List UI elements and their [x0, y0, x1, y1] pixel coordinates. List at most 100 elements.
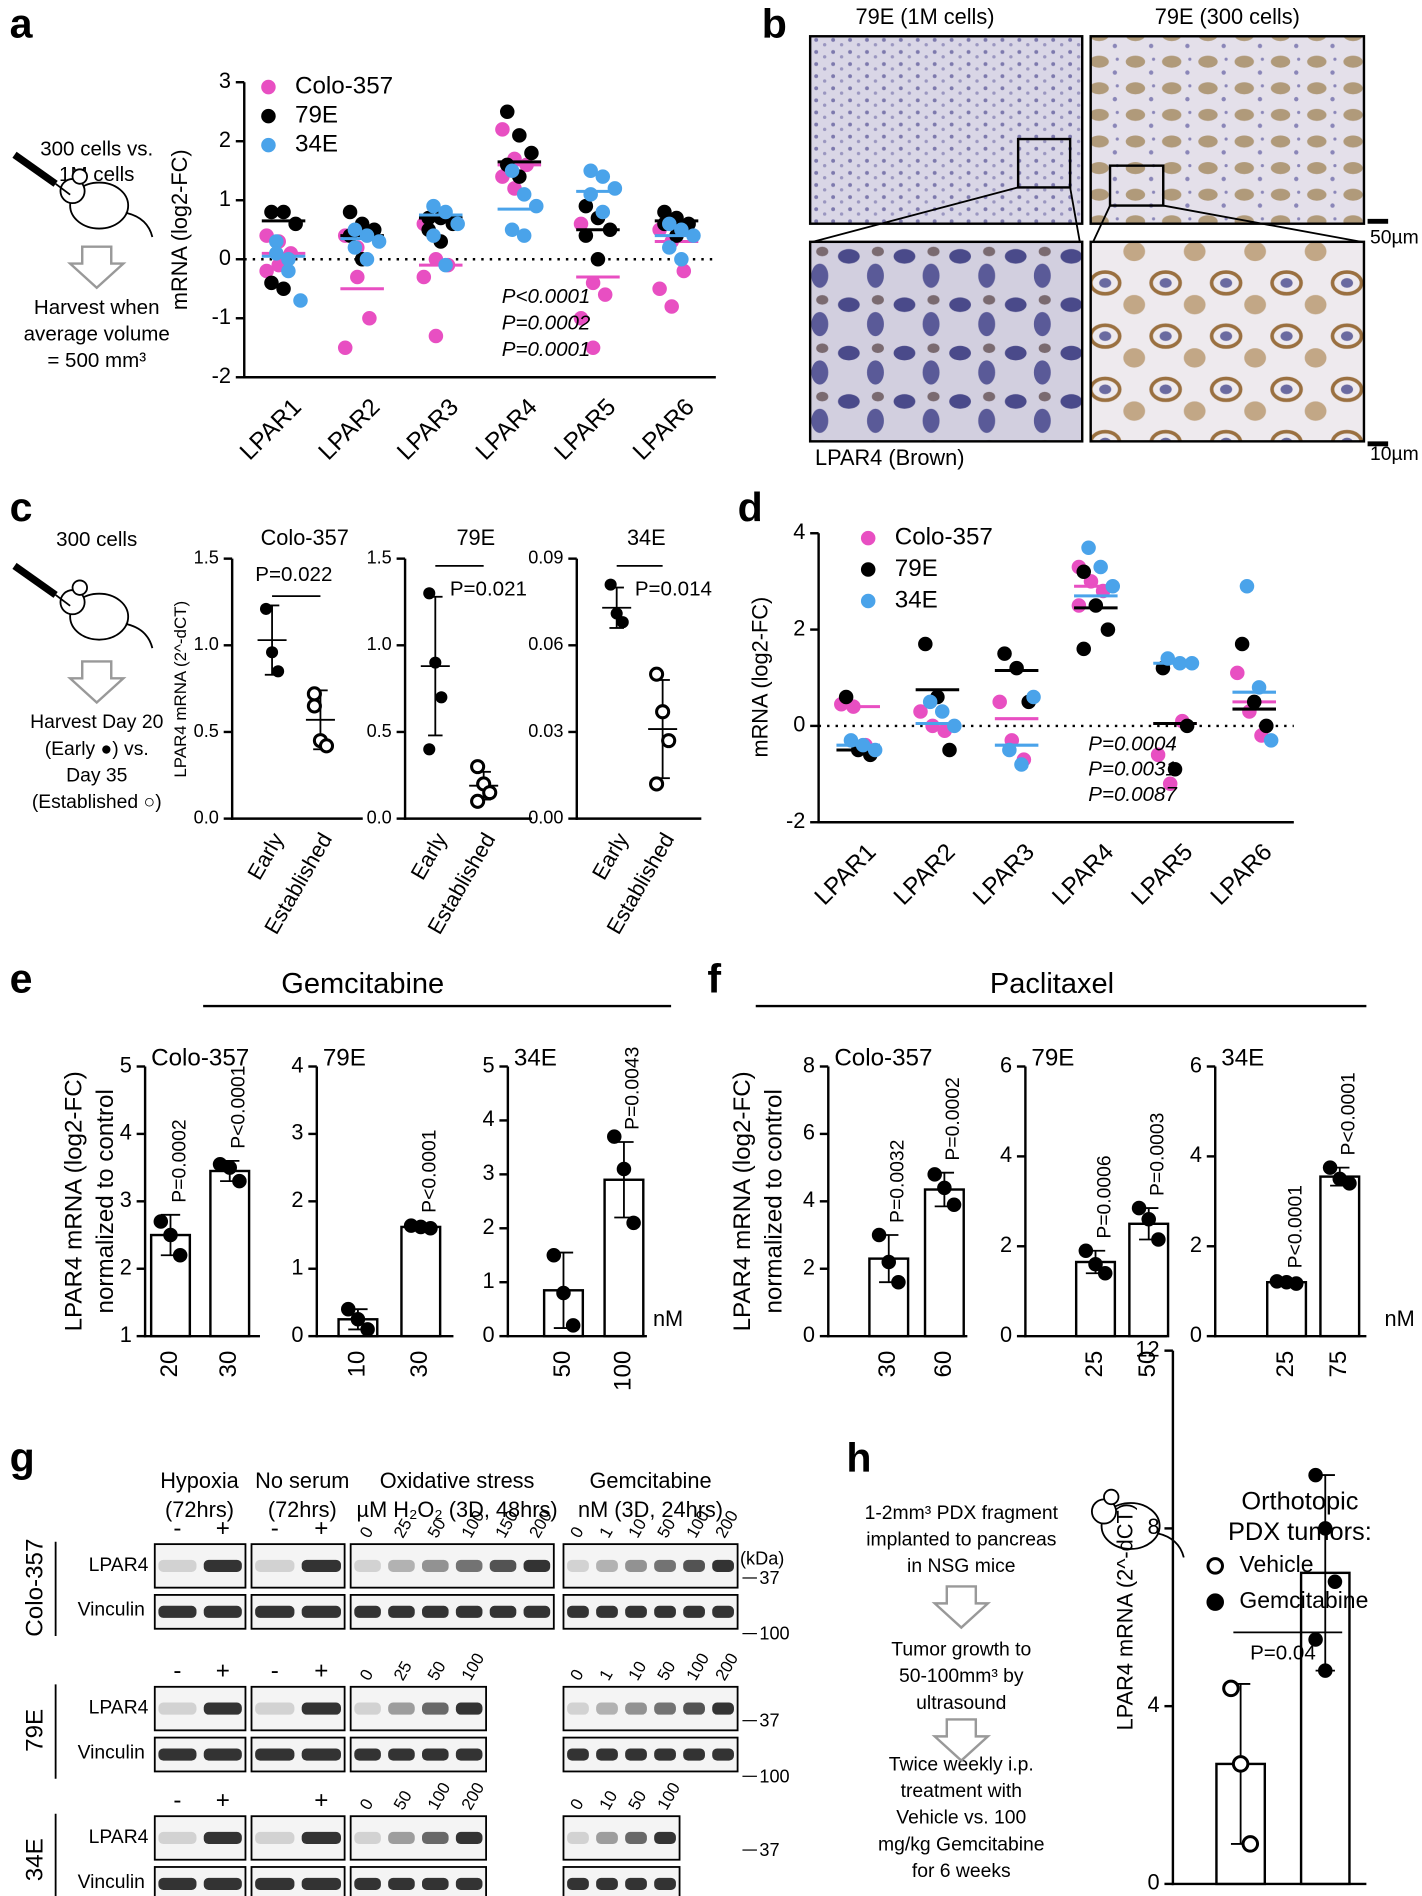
- mouse-ear: [71, 168, 88, 185]
- dose-label: 0: [566, 1666, 587, 1684]
- marker-label: 37: [759, 1840, 779, 1860]
- x-tick-label: 60: [930, 1351, 957, 1378]
- y-axis-label: LPAR4 mRNA (2^-dCT): [1113, 1503, 1138, 1730]
- p-value: P=0.0032: [887, 1140, 909, 1223]
- band: [567, 1559, 589, 1572]
- micrograph-zoom: [808, 240, 1084, 443]
- p-value: P=0.022: [255, 563, 332, 586]
- marker-label: 37: [759, 1711, 779, 1731]
- data-point: [281, 251, 296, 267]
- y-tick-label: 0.06: [528, 634, 563, 654]
- caption: LPAR4 (Brown): [815, 445, 964, 470]
- unit-label: nM: [653, 1306, 683, 1331]
- data-point: [1342, 1176, 1357, 1191]
- chart-title: 79E: [456, 525, 495, 550]
- band: [596, 1605, 618, 1618]
- data-point: [927, 1167, 942, 1182]
- data-point: [470, 759, 486, 775]
- data-point: [435, 691, 448, 704]
- data-point: [583, 163, 598, 178]
- x-tick-label: 75: [1325, 1351, 1352, 1378]
- p-value: P=0.0006: [1093, 1155, 1115, 1238]
- mouse-icon: [12, 151, 154, 238]
- y-tick-label: 0: [1190, 1322, 1202, 1347]
- mouse-ear: [71, 579, 88, 596]
- data-point: [1076, 641, 1091, 657]
- y-tick-label: 4: [291, 1052, 303, 1077]
- band: [422, 1702, 449, 1715]
- x-tick-label: LPAR3: [392, 394, 464, 466]
- y-tick-label: 1: [291, 1254, 303, 1279]
- p-value: P=0.0043: [622, 1047, 644, 1130]
- band: [354, 1748, 381, 1761]
- blot: [349, 1543, 555, 1589]
- condition-sign: +: [216, 1515, 230, 1542]
- legend-marker: [1206, 1593, 1224, 1611]
- data-point: [1088, 598, 1104, 613]
- band: [567, 1831, 589, 1845]
- band: [354, 1702, 381, 1715]
- data-point: [438, 257, 453, 273]
- panel-label: b: [762, 0, 787, 46]
- image-title: 79E (300 cells): [1155, 4, 1300, 29]
- data-point: [416, 269, 432, 285]
- data-point: [1076, 564, 1091, 580]
- blot: [562, 1685, 739, 1732]
- zoom-box: [1108, 164, 1165, 207]
- data-point: [583, 187, 598, 202]
- legend-marker: [860, 593, 876, 609]
- y-tick-label: 8: [1147, 1514, 1159, 1539]
- chart-title: Colo-357: [834, 1045, 932, 1072]
- band: [203, 1559, 242, 1572]
- data-point: [1230, 665, 1245, 681]
- y-tick-label: 4: [1000, 1142, 1012, 1167]
- dose-label: 0: [566, 1796, 587, 1814]
- y-tick-label: 2: [1190, 1232, 1202, 1257]
- data-point: [423, 1221, 438, 1236]
- band: [712, 1702, 734, 1715]
- condition-sign: +: [314, 1787, 328, 1814]
- blot: [562, 1543, 739, 1589]
- band: [596, 1748, 618, 1761]
- y-tick-label: 1.0: [367, 634, 392, 654]
- schematic-text: 300 cells: [56, 528, 137, 551]
- band: [455, 1559, 483, 1572]
- data-point: [585, 340, 601, 356]
- band: [388, 1877, 415, 1890]
- data-point: [546, 1247, 562, 1263]
- scale-label: 10µm: [1370, 443, 1419, 465]
- data-point: [426, 198, 441, 214]
- y-axis-label: normalized to control: [760, 1089, 787, 1313]
- data-point: [616, 616, 629, 629]
- data-point: [1288, 1276, 1304, 1291]
- schematic-text: = 500 mm³: [47, 349, 146, 372]
- x-tick-label: LPAR5: [549, 394, 621, 466]
- x-tick-label: 30: [215, 1351, 242, 1378]
- blot: [562, 1736, 739, 1773]
- band: [683, 1605, 705, 1618]
- band: [388, 1559, 415, 1572]
- band: [625, 1702, 647, 1715]
- legend-label: Vehicle: [1239, 1551, 1313, 1577]
- condition-sign: +: [314, 1515, 328, 1542]
- band: [158, 1702, 197, 1715]
- data-point: [578, 198, 594, 214]
- band: [596, 1831, 618, 1845]
- x-tick-label: 20: [156, 1351, 183, 1378]
- data-point: [153, 1214, 169, 1229]
- band: [567, 1748, 589, 1761]
- band: [489, 1605, 517, 1618]
- schematic-text: ultrasound: [916, 1692, 1006, 1714]
- p-value: P=0.021: [450, 578, 527, 601]
- mouse-tail: [125, 211, 154, 238]
- data-point: [881, 1254, 897, 1270]
- data-point: [1162, 776, 1178, 791]
- band: [654, 1702, 676, 1715]
- band: [158, 1877, 197, 1890]
- y-tick-label: 2: [219, 127, 231, 152]
- micrograph-zoom: [1089, 240, 1366, 443]
- x-tick-label: 30: [406, 1351, 433, 1378]
- x-tick-label: LPAR4: [471, 394, 543, 466]
- data-point: [512, 128, 527, 143]
